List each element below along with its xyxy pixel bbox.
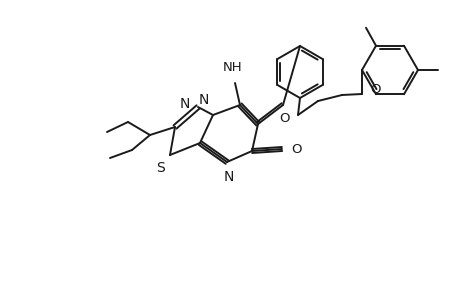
- Text: O: O: [279, 112, 289, 124]
- Text: NH: NH: [223, 61, 242, 74]
- Text: O: O: [369, 82, 380, 95]
- Text: N: N: [179, 97, 190, 111]
- Text: N: N: [224, 170, 234, 184]
- Text: N: N: [198, 93, 208, 107]
- Text: O: O: [291, 142, 301, 155]
- Text: S: S: [156, 161, 165, 175]
